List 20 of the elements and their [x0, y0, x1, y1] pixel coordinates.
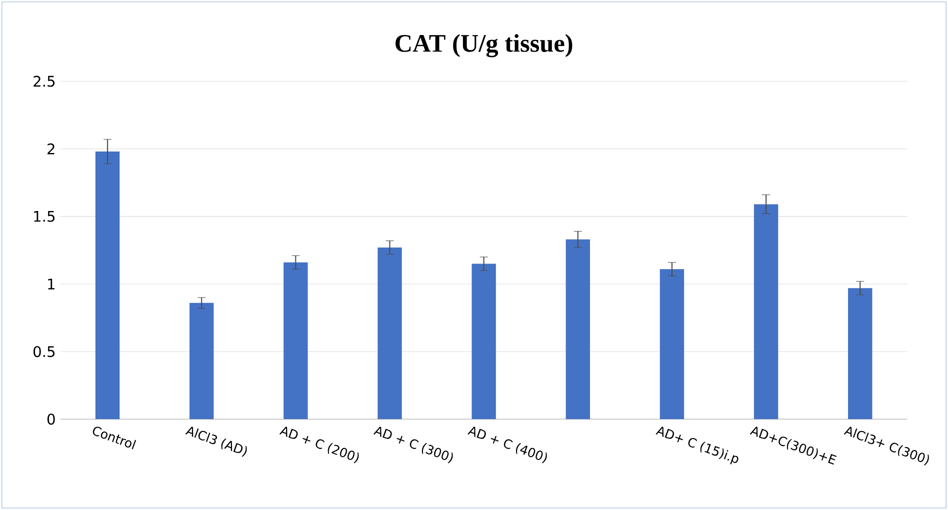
x-tick-label: AD + C (400) [467, 426, 547, 464]
x-tick-label: AlCl3 (AD) [185, 426, 247, 457]
y-tick-label: 0 [47, 414, 55, 425]
y-tick-label: 2.5 [34, 76, 55, 87]
bar [190, 302, 214, 420]
bar [566, 239, 590, 420]
chart-title: CAT (U/g tissue) [396, 34, 572, 58]
bar [660, 269, 684, 420]
x-tick-label: AD + C (200) [279, 426, 359, 464]
bar [754, 204, 778, 420]
bar [95, 152, 120, 420]
y-tick-label: 2 [48, 143, 54, 154]
bar [848, 288, 872, 420]
y-tick-label: 1 [48, 278, 54, 290]
y-tick-label: 1.5 [34, 211, 55, 222]
x-tick-label: AD + C (300) [373, 426, 453, 464]
bar [378, 248, 402, 420]
bar [472, 264, 496, 420]
y-tick-label: 0.5 [34, 346, 55, 358]
bar [284, 262, 308, 420]
